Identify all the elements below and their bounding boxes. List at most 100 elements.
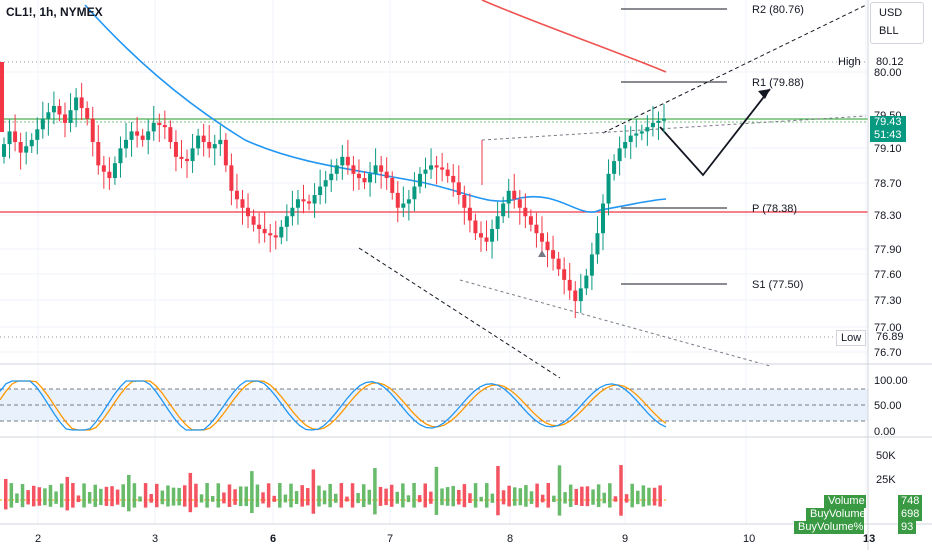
volume-bar-lower <box>630 500 634 508</box>
volume-bar-buy <box>171 487 176 500</box>
volume-bar-lower <box>462 500 467 508</box>
volume-bar-buy <box>445 487 450 500</box>
candle-down <box>451 175 456 183</box>
volume-bar-buy <box>199 494 204 500</box>
volume-bar-lower <box>127 500 131 512</box>
volume-bar-lower <box>87 500 92 504</box>
volume-bar-buy <box>244 486 249 500</box>
volume-bar-lower <box>591 500 595 505</box>
red-ma-line <box>481 0 667 73</box>
volume-bar-lower <box>490 500 495 503</box>
candle-up <box>284 216 289 227</box>
volume-bar-lower <box>647 500 651 506</box>
volume-bar-buy <box>529 491 534 500</box>
volume-bar-lower <box>524 500 528 507</box>
candle-down <box>140 135 145 140</box>
volume-bar-buy <box>160 490 165 500</box>
volume-bar-sell <box>585 486 590 500</box>
volume-bar-lower <box>300 500 304 507</box>
volume-bar-lower <box>361 500 366 508</box>
candle-up <box>412 186 417 200</box>
volume-tick-label: 50K <box>876 450 896 462</box>
candle-down <box>395 192 400 208</box>
stoch-k-line <box>0 380 667 431</box>
candlestick-series <box>0 62 666 319</box>
candle-up <box>373 165 378 174</box>
volume-bar-lower <box>613 500 618 502</box>
volume-bar-lower <box>423 500 427 508</box>
volume-bar-buy <box>440 488 444 500</box>
volume-bar-sell <box>233 489 237 500</box>
volume-bar-lower <box>429 500 433 504</box>
countdown-tag: 51:43 <box>870 129 906 142</box>
candle-up <box>662 118 666 121</box>
volume-bar-lower <box>328 500 332 508</box>
currency-box[interactable]: USD BLL <box>870 2 924 44</box>
volume-bar-lower <box>445 500 450 506</box>
candle-up <box>589 254 594 276</box>
candle-up <box>628 135 633 142</box>
candle-down <box>57 105 62 115</box>
volume-bar-buy <box>568 484 573 500</box>
candle-down <box>79 97 84 109</box>
volume-bar-buy <box>563 492 567 500</box>
volume-bar-lower <box>76 500 81 503</box>
volume-bar-buy <box>216 483 221 500</box>
volume-bar-sell <box>104 486 109 500</box>
candle-down <box>456 182 461 196</box>
buyvolume-pct-value-tag: 93 <box>898 521 917 534</box>
volume-bar-sell <box>155 483 159 500</box>
volume-bar-lower <box>31 500 36 507</box>
volume-bar-lower <box>199 500 204 503</box>
volume-bar-lower <box>485 500 489 508</box>
candle-up <box>290 207 295 217</box>
candle-down <box>240 199 245 208</box>
symbol-title[interactable]: CL1!, 1h, NYMEX <box>6 5 103 19</box>
candle-up <box>639 131 644 134</box>
volume-bar-lower <box>339 500 344 508</box>
volume-bar-lower <box>641 500 646 507</box>
candle-up <box>656 120 661 123</box>
candle-down <box>351 165 356 174</box>
candle-down <box>307 201 312 204</box>
pivot-label: P (78.38) <box>752 203 797 215</box>
candle-up <box>2 144 6 157</box>
candle-up <box>401 203 406 208</box>
volume-bar-buy <box>518 488 523 500</box>
volume-bar-buy <box>82 483 86 500</box>
volume-bar-lower <box>608 500 612 508</box>
volume-bar-buy <box>608 483 612 500</box>
volume-bar-lower <box>171 500 176 506</box>
stochastic-lines <box>0 380 667 431</box>
volume-bar-buy <box>512 487 517 500</box>
volume-bar-buy <box>479 496 483 500</box>
candle-up <box>645 127 650 132</box>
volume-bar-lower <box>9 500 14 508</box>
volume-name-tag: Volume <box>824 495 866 508</box>
volume-bar-buy <box>54 491 58 500</box>
candle-down <box>185 158 190 162</box>
volume-bar-lower <box>512 500 517 506</box>
volume-bar-buy <box>641 485 646 500</box>
volume-bar-sell <box>306 488 310 500</box>
currency-label: USD <box>879 7 903 19</box>
volume-bar-buy <box>317 485 321 500</box>
volume-bar-buy <box>132 483 137 500</box>
volume-bar-buy <box>127 474 131 500</box>
volume-bar-lower <box>501 500 506 505</box>
candle-up <box>340 156 345 166</box>
volume-bar-lower <box>440 500 444 506</box>
volume-bar-buy <box>647 487 651 500</box>
volume-bar-lower <box>37 500 42 506</box>
volume-bar-lower <box>93 500 97 507</box>
stoch-tick-label: 100.00 <box>874 375 908 387</box>
candle-down <box>384 171 389 179</box>
candle-down <box>234 190 239 200</box>
volume-bar-sell <box>110 486 114 500</box>
volume-bar-lower <box>138 500 142 502</box>
volume-bar-lower <box>289 500 293 508</box>
volume-bar-sell <box>384 488 388 500</box>
volume-bar-sell <box>266 483 271 500</box>
volume-bars <box>0 465 666 516</box>
